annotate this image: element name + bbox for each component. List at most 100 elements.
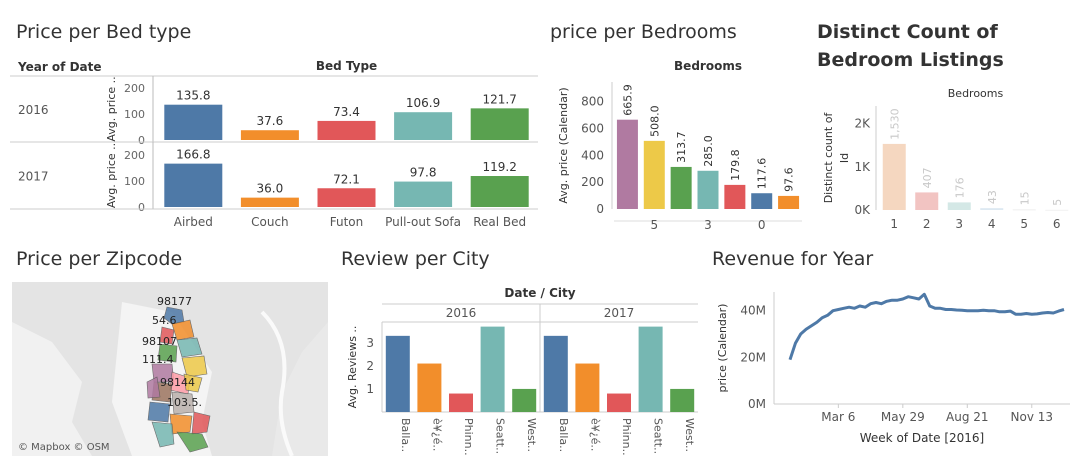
x-tick: Nov 13 bbox=[1011, 410, 1054, 424]
x-tick: Phinn.. bbox=[462, 418, 475, 456]
year-label: 2016 bbox=[18, 103, 49, 117]
bar bbox=[697, 170, 719, 209]
x-tick: Seatt.. bbox=[652, 418, 665, 454]
bar bbox=[643, 140, 665, 209]
zipcode-map[interactable]: © Mapbox © OSM bbox=[12, 282, 328, 456]
y-tick: 1 bbox=[366, 382, 374, 396]
zip-region bbox=[159, 326, 175, 345]
y-tick: 20M bbox=[740, 350, 766, 364]
bed-type-title: Price per Bed type bbox=[16, 21, 192, 43]
panel-label: 2016 bbox=[446, 306, 477, 320]
bar bbox=[394, 181, 453, 207]
data-label: 15 bbox=[1018, 191, 1031, 205]
x-tick: Real Bed bbox=[473, 215, 526, 229]
bar bbox=[575, 363, 600, 412]
bar bbox=[724, 184, 746, 209]
year-label: 2017 bbox=[18, 170, 49, 184]
bar bbox=[470, 108, 529, 140]
x-tick: Balla.. bbox=[557, 418, 570, 452]
x-tick: Seatt.. bbox=[494, 418, 507, 454]
x-tick: Balla.. bbox=[399, 418, 412, 452]
zip-label: 103.5. bbox=[167, 396, 202, 409]
x-tick: Aug 21 bbox=[946, 410, 989, 424]
x-tick: 5 bbox=[1020, 217, 1028, 231]
y-tick: 1K bbox=[854, 160, 871, 174]
bar bbox=[317, 188, 376, 207]
revenue-line bbox=[788, 292, 1065, 361]
data-label: 43 bbox=[986, 190, 999, 204]
bar bbox=[638, 326, 663, 412]
y-tick: 200 bbox=[581, 175, 604, 189]
data-label: 97.6 bbox=[783, 167, 796, 192]
x-tick: 3 bbox=[955, 217, 963, 231]
data-label: 166.8 bbox=[176, 148, 210, 162]
map-canvas bbox=[12, 282, 328, 456]
zip-label: 98107 bbox=[142, 335, 177, 348]
bar bbox=[543, 335, 568, 412]
data-label: 106.9 bbox=[406, 96, 440, 110]
zip-region bbox=[157, 343, 178, 363]
x-tick: Couch bbox=[251, 215, 289, 229]
revenue-chart[interactable]: 0M 20M 40M price (Calendar) Mar 6 May 29 Aug 2… bbox=[712, 282, 1080, 462]
x-tick: è¥¿é.. bbox=[588, 418, 601, 451]
zip-region bbox=[191, 411, 211, 435]
review-title: Review per City bbox=[341, 248, 490, 270]
bar bbox=[480, 326, 505, 412]
x-tick: May 29 bbox=[881, 410, 925, 424]
y-tick: 0 bbox=[138, 134, 145, 147]
data-label: 285.0 bbox=[702, 135, 715, 167]
x-axis-label: Week of Date [2016] bbox=[860, 431, 984, 445]
bar bbox=[240, 130, 299, 140]
panel-label: 2017 bbox=[604, 306, 635, 320]
x-tick: Futon bbox=[330, 215, 364, 229]
zip-label: 54.6 bbox=[152, 314, 177, 327]
y-tick: 600 bbox=[581, 122, 604, 136]
data-label: 119.2 bbox=[483, 160, 517, 174]
distinct-header: Bedrooms bbox=[948, 87, 1004, 100]
zip-region bbox=[147, 401, 171, 423]
x-tick: 3 bbox=[704, 218, 712, 232]
y-axis-label: Avg. price .. bbox=[105, 143, 118, 208]
x-tick: Mar 6 bbox=[821, 410, 855, 424]
x-tick: Airbed bbox=[174, 215, 213, 229]
review-chart[interactable]: Date / City 2016 Balla.. è¥¿é.. Phinn.. Seatt… bbox=[342, 282, 707, 462]
y-axis-label: Avg. price (Calendar) bbox=[557, 87, 570, 203]
bar bbox=[240, 197, 299, 207]
data-label: 73.4 bbox=[333, 105, 360, 119]
y-axis-label: Avg. price .. bbox=[105, 76, 118, 141]
bar bbox=[512, 388, 537, 412]
zip-region bbox=[171, 319, 195, 341]
bed-type-chart[interactable]: Year of Date Bed Type 2016 0 100 200 Avg. pric… bbox=[10, 54, 540, 234]
distinct-count-title: Distinct Count of Bedroom Listings bbox=[817, 21, 1004, 71]
data-label: 407 bbox=[921, 167, 934, 188]
y-axis-label: Avg. Reviews .. bbox=[346, 326, 359, 409]
bar bbox=[751, 193, 773, 209]
x-tick: 2 bbox=[923, 217, 931, 231]
x-tick: 6 bbox=[1053, 217, 1061, 231]
data-label: 179.8 bbox=[729, 149, 742, 181]
x-tick: 5 bbox=[650, 218, 658, 232]
bar bbox=[470, 176, 529, 207]
bar bbox=[607, 393, 631, 412]
y-axis-label-2: Id bbox=[838, 153, 851, 163]
x-tick: è¥¿é.. bbox=[430, 418, 443, 451]
x-tick: West.. bbox=[683, 418, 696, 452]
bar bbox=[385, 335, 410, 412]
y-tick: 3 bbox=[366, 336, 374, 350]
y-axis-label: price (Calendar) bbox=[716, 304, 729, 393]
x-tick: Phinn.. bbox=[620, 418, 633, 456]
distinct-count-chart[interactable]: Bedrooms 0K 1K 2K Distinct count of Id 1,530 1 4… bbox=[818, 80, 1078, 235]
data-label: 5 bbox=[1051, 199, 1064, 206]
bar bbox=[394, 112, 453, 140]
year-header: Year of Date bbox=[17, 60, 102, 74]
zip-region bbox=[181, 355, 208, 378]
x-tick: 4 bbox=[988, 217, 996, 231]
bar bbox=[947, 202, 971, 210]
bedtype-header: Bed Type bbox=[316, 59, 377, 73]
bedrooms-header: Bedrooms bbox=[674, 59, 742, 73]
data-label: 665.9 bbox=[621, 84, 634, 116]
y-tick: 0M bbox=[748, 397, 766, 411]
bedrooms-chart[interactable]: Bedrooms 0 200 400 600 800 Avg. price (Calenda… bbox=[552, 54, 807, 234]
zip-region bbox=[176, 337, 203, 358]
x-tick: Pull-out Sofa bbox=[385, 215, 461, 229]
